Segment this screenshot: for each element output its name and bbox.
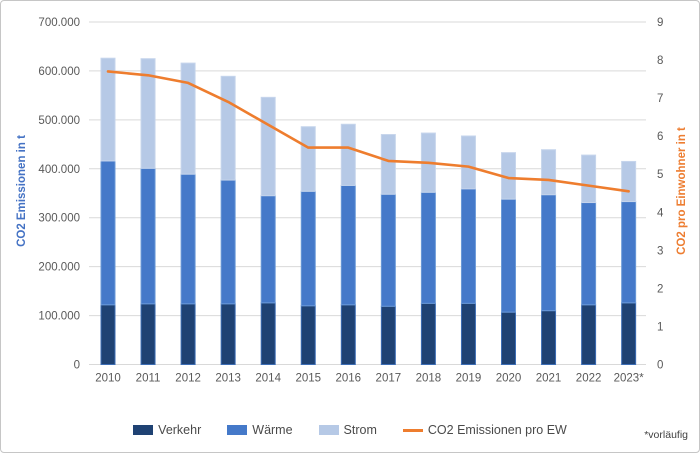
legend-label-co2-pro-ew: CO2 Emissionen pro EW <box>427 423 567 437</box>
bar-segment-verkehr-2016 <box>340 304 356 365</box>
bar-segment-strom-2012 <box>180 62 196 175</box>
bar-segment-strom-2022 <box>581 154 597 204</box>
bar-segment-waerme-2016 <box>340 184 356 306</box>
bar-segment-verkehr-2012 <box>180 303 196 366</box>
bar-segment-strom-2015 <box>300 126 316 192</box>
bar-segment-waerme-2013 <box>220 179 236 305</box>
legend-item-waerme: Wärme <box>227 423 293 437</box>
bar-segment-waerme-2022 <box>581 202 597 306</box>
x-axis-label: 2021 <box>536 373 562 385</box>
x-axis-label: 2017 <box>376 373 402 385</box>
left-axis-tick-label: 300.000 <box>38 213 80 225</box>
bar-segment-verkehr-2020 <box>501 311 516 365</box>
left-axis-title: CO2 Emissionen in t <box>16 135 28 247</box>
bar-segment-waerme-2014 <box>260 195 276 304</box>
bar-segment-verkehr-2014 <box>260 302 276 366</box>
x-axis-label: 2014 <box>255 373 281 385</box>
bar-segment-verkehr-2018 <box>420 302 436 366</box>
right-axis-tick-label: 3 <box>657 245 663 257</box>
right-axis-tick-label: 6 <box>657 131 663 143</box>
bar-segment-verkehr-2019 <box>460 302 476 366</box>
right-axis-tick-label: 2 <box>657 283 663 295</box>
left-axis-tick-label: 200.000 <box>38 262 80 274</box>
right-axis-tick-label: 4 <box>657 207 664 219</box>
x-axis-label: 2013 <box>215 373 241 385</box>
bar-segment-verkehr-2011 <box>140 303 156 366</box>
left-axis-tick-label: 0 <box>74 360 80 372</box>
left-axis-tick-label: 700.000 <box>38 17 80 29</box>
x-axis-label: 2018 <box>416 373 442 385</box>
bar-segment-waerme-2020 <box>501 198 516 313</box>
bar-segment-waerme-2010 <box>100 160 116 306</box>
bar-segment-waerme-2015 <box>300 190 316 307</box>
x-axis-label: 2019 <box>456 373 482 385</box>
left-axis-tick-label: 400.000 <box>38 164 80 176</box>
bar-segment-verkehr-2022 <box>581 304 597 365</box>
bar-segment-strom-2023* <box>621 160 637 203</box>
x-axis-label: 2020 <box>496 373 522 385</box>
bar-segment-strom-2014 <box>260 96 276 197</box>
legend-label-waerme: Wärme <box>252 423 293 437</box>
bar-segment-strom-2017 <box>380 134 396 195</box>
right-axis-title: CO2 pro Einwohner in t <box>676 127 688 255</box>
bar-segment-strom-2019 <box>460 135 476 190</box>
bar-segment-waerme-2017 <box>380 193 396 307</box>
bar-segment-waerme-2021 <box>541 194 557 312</box>
bar-segment-verkehr-2013 <box>220 303 236 366</box>
legend-label-verkehr: Verkehr <box>158 423 202 437</box>
left-axis-tick-label: 100.000 <box>38 311 80 323</box>
bar-segment-strom-2013 <box>220 75 236 181</box>
x-axis-label: 2011 <box>136 373 161 385</box>
bar-segment-verkehr-2015 <box>300 305 316 365</box>
x-axis-label: 2015 <box>295 373 321 385</box>
right-axis-tick-label: 9 <box>657 17 663 29</box>
line-swatch-icon <box>402 428 423 432</box>
strom-swatch-icon <box>318 425 339 435</box>
footnote-vorlaeufig: *vorläufig <box>644 429 688 441</box>
waerme-swatch-icon <box>227 425 248 435</box>
left-axis-tick-label: 500.000 <box>38 115 80 127</box>
x-axis-label: 2016 <box>336 373 362 385</box>
right-axis-tick-label: 0 <box>657 360 663 372</box>
legend-item-verkehr: Verkehr <box>133 423 201 437</box>
legend-item-strom: Strom <box>318 423 377 437</box>
bar-segment-verkehr-2010 <box>100 304 116 365</box>
bar-segment-waerme-2018 <box>420 191 436 304</box>
left-axis-tick-label: 600.000 <box>38 66 80 78</box>
x-axis-label: 2010 <box>95 373 121 385</box>
co2-pro-ew-line <box>106 70 630 193</box>
bar-segment-strom-2016 <box>340 123 356 186</box>
bar-segment-verkehr-2023* <box>621 302 637 366</box>
right-axis-tick-label: 5 <box>657 169 663 181</box>
right-axis-tick-label: 1 <box>657 321 663 333</box>
right-axis-tick-label: 8 <box>657 55 663 67</box>
bar-segment-verkehr-2021 <box>541 310 557 365</box>
legend-label-strom: Strom <box>343 423 377 437</box>
bar-segment-strom-2010 <box>100 57 116 162</box>
legend-item-co2-pro-ew: CO2 Emissionen pro EW <box>402 423 567 437</box>
x-axis-label: 2022 <box>576 373 602 385</box>
verkehr-swatch-icon <box>133 425 154 435</box>
legend: Verkehr Wärme Strom CO2 Emissionen pro E… <box>1 423 699 437</box>
bar-segment-waerme-2011 <box>140 167 156 305</box>
bar-segment-waerme-2023* <box>621 201 637 304</box>
x-axis-label: 2023* <box>614 373 645 385</box>
bar-segment-waerme-2019 <box>460 188 476 304</box>
bar-segment-waerme-2012 <box>180 173 196 305</box>
x-axis-label: 2012 <box>175 373 201 385</box>
bar-segment-verkehr-2017 <box>380 305 396 365</box>
bar-segment-strom-2021 <box>541 149 557 196</box>
right-axis-tick-label: 7 <box>657 93 663 105</box>
bar-segment-strom-2011 <box>140 58 156 169</box>
